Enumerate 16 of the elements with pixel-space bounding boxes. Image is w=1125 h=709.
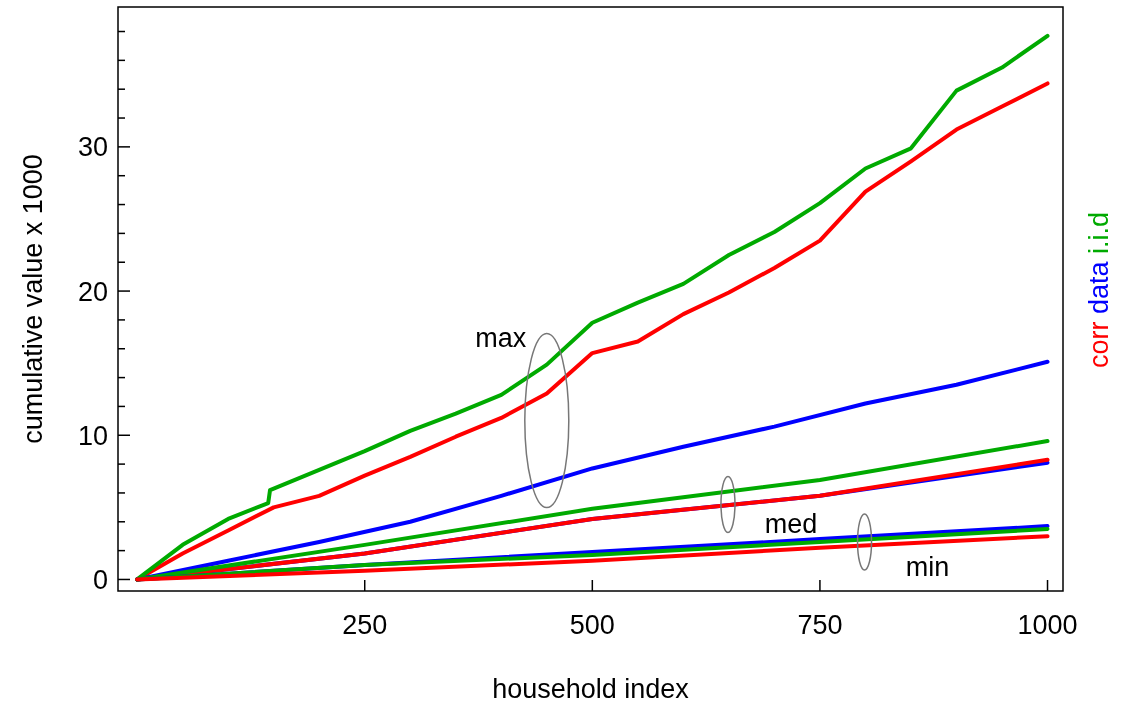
x-tick-label: 250 <box>342 610 388 640</box>
y-tick-label: 0 <box>92 564 108 595</box>
x-tick-label: 1000 <box>1017 610 1078 640</box>
y-tick-label: 30 <box>77 132 108 163</box>
annotation: max <box>475 323 527 354</box>
text: i.i.d <box>1084 211 1114 262</box>
text: corr <box>1084 321 1114 369</box>
y-tick-label: 20 <box>77 276 108 307</box>
y-tick-label: 10 <box>77 420 108 451</box>
y-axis-title: cumulative value x 1000 <box>18 154 48 444</box>
x-tick-label: 750 <box>797 610 843 640</box>
x-tick-label: 500 <box>569 610 615 640</box>
x-axis-title: household index <box>492 674 690 704</box>
annotation: min <box>905 552 950 583</box>
annotation: med <box>764 508 818 539</box>
text: data <box>1084 260 1114 322</box>
